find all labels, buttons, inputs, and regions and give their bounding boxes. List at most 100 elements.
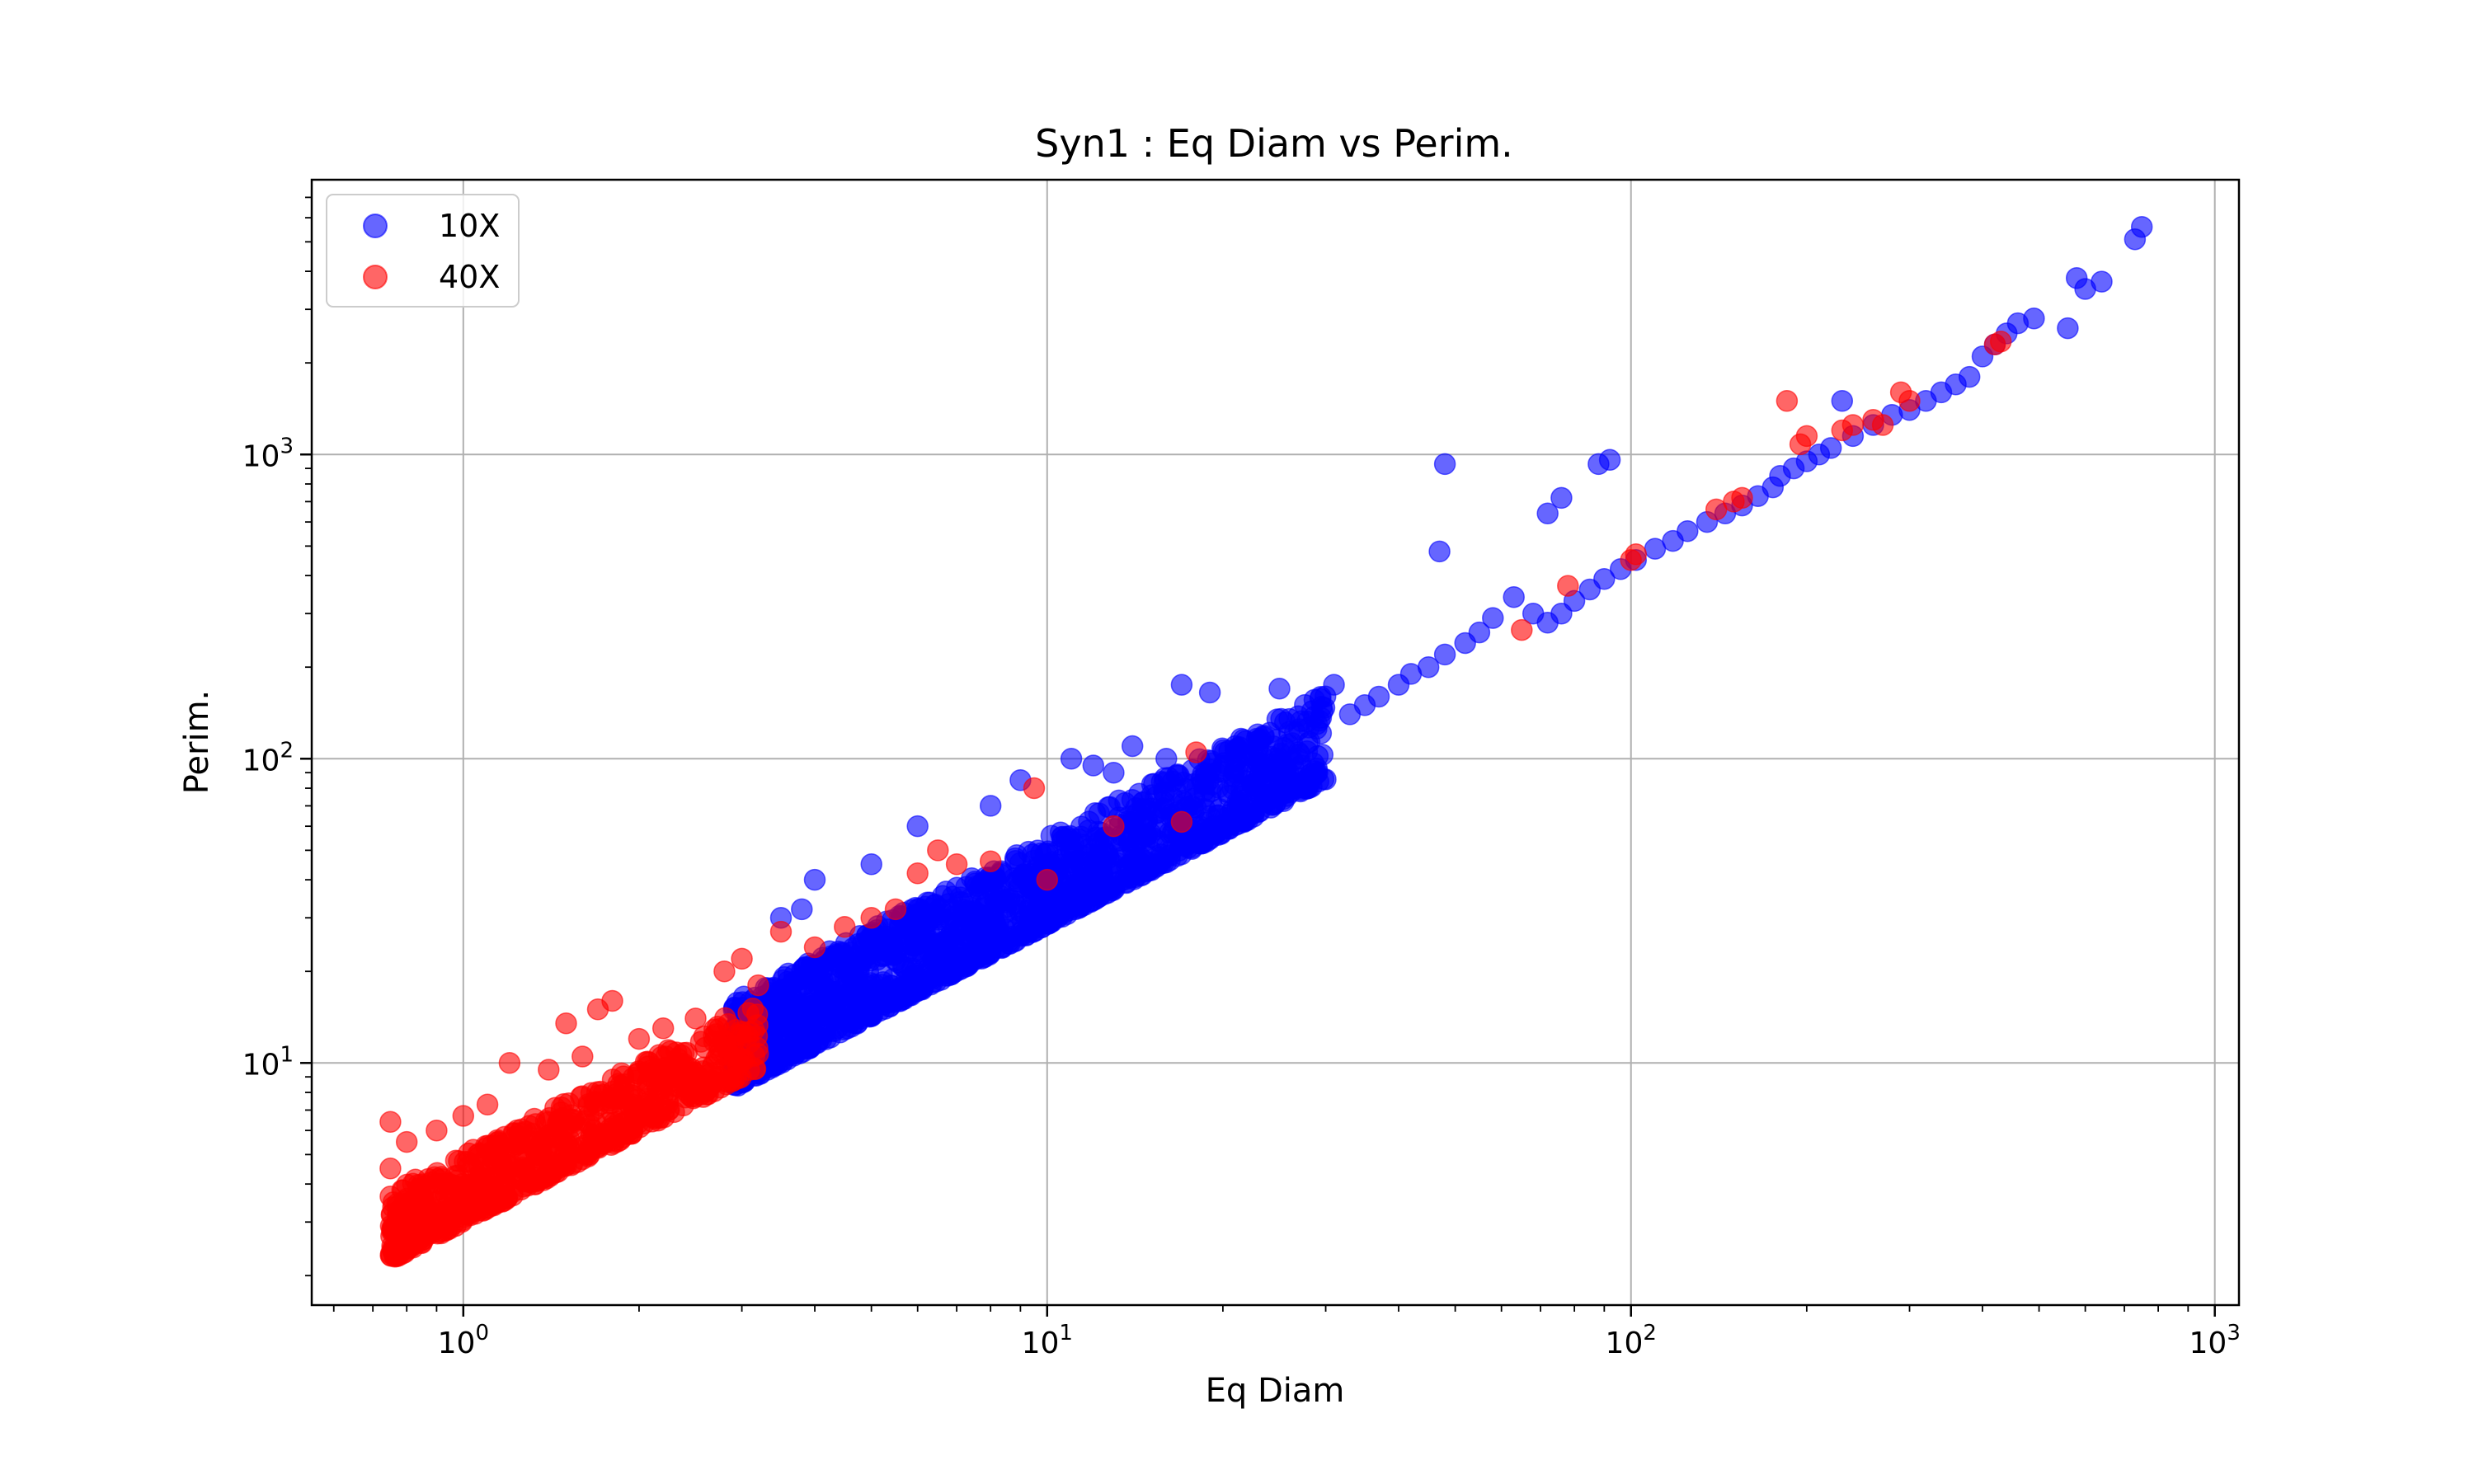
- point-40x: [745, 1025, 769, 1048]
- point-40x: [979, 850, 1002, 872]
- point-10x: [1263, 747, 1286, 770]
- point-10x: [1224, 735, 1247, 758]
- point-40x: [498, 1052, 521, 1074]
- point-40x: [1511, 618, 1533, 641]
- point-40x: [451, 1172, 474, 1195]
- point-40x: [471, 1169, 493, 1192]
- point-40x: [684, 1007, 707, 1030]
- x-tick-label-0: 100: [438, 1321, 489, 1360]
- point-10x: [1128, 822, 1150, 845]
- y-axis-ticks: 101 102 103: [242, 434, 312, 1082]
- point-40x: [1023, 777, 1046, 800]
- point-40x: [628, 1116, 651, 1139]
- point-40x: [1776, 390, 1799, 412]
- x-tick-label-2: 102: [1606, 1321, 1657, 1360]
- point-10x: [1061, 895, 1084, 917]
- legend-marker-40x: [363, 265, 388, 289]
- point-10x: [1088, 845, 1111, 868]
- point-40x: [945, 853, 968, 876]
- point-10x: [1287, 718, 1310, 740]
- chart-title: Syn1 : Eq Diam vs Perim.: [1035, 121, 1513, 166]
- point-10x: [934, 951, 957, 974]
- point-40x: [906, 862, 929, 885]
- y-tick-label-0: 101: [242, 1042, 294, 1082]
- point-40x: [622, 1067, 645, 1089]
- point-10x: [1146, 854, 1169, 876]
- point-40x: [489, 1189, 512, 1212]
- point-10x: [806, 1001, 829, 1024]
- point-40x: [1989, 331, 2012, 353]
- point-40x: [1170, 810, 1193, 834]
- point-10x: [860, 853, 882, 876]
- plot-frame: [310, 178, 2241, 1307]
- point-10x: [1146, 801, 1169, 824]
- point-40x: [1871, 414, 1894, 436]
- point-40x: [884, 898, 907, 921]
- point-10x: [1210, 822, 1233, 844]
- x-tick-label-1: 101: [1022, 1321, 1073, 1360]
- point-10x: [872, 986, 895, 1008]
- point-10x: [2057, 317, 2079, 340]
- point-40x: [582, 1125, 605, 1148]
- point-40x: [395, 1130, 418, 1153]
- point-40x: [452, 1105, 475, 1127]
- point-40x: [769, 920, 793, 943]
- minor-ticks: [305, 196, 2189, 1312]
- legend: 10X 40X: [326, 194, 520, 308]
- point-10x: [972, 871, 995, 894]
- point-40x: [1625, 543, 1648, 566]
- point-40x: [411, 1226, 433, 1249]
- point-40x: [712, 1030, 734, 1052]
- point-10x: [1598, 448, 1621, 472]
- point-10x: [1550, 486, 1573, 510]
- legend-label-10x: 10X: [439, 208, 500, 244]
- point-40x: [647, 1085, 670, 1107]
- point-10x: [830, 942, 854, 965]
- point-40x: [426, 1119, 448, 1142]
- point-10x: [1503, 585, 1525, 608]
- point-40x: [1036, 868, 1059, 891]
- point-10x: [1185, 831, 1207, 853]
- point-40x: [538, 1059, 560, 1081]
- point-40x: [601, 989, 623, 1012]
- point-10x: [1522, 602, 1545, 625]
- point-40x: [860, 906, 882, 929]
- point-40x: [731, 947, 753, 970]
- point-10x: [1060, 748, 1083, 770]
- point-10x: [1247, 729, 1270, 752]
- point-10x: [845, 1012, 868, 1035]
- point-10x: [1198, 681, 1221, 704]
- point-40x: [406, 1203, 428, 1226]
- point-40x: [1898, 390, 1921, 412]
- point-10x: [852, 932, 874, 955]
- point-10x: [892, 923, 915, 945]
- point-10x: [812, 970, 835, 993]
- point-10x: [1244, 777, 1268, 801]
- point-10x: [1012, 919, 1034, 942]
- point-40x: [1103, 815, 1125, 838]
- point-10x: [1170, 674, 1193, 696]
- point-10x: [804, 1032, 827, 1054]
- point-10x: [1387, 674, 1410, 696]
- legend-marker-10x: [363, 214, 388, 238]
- point-10x: [1121, 788, 1144, 811]
- series-40x: [379, 331, 2012, 1268]
- point-10x: [1070, 868, 1093, 890]
- point-40x: [648, 1044, 670, 1066]
- point-40x: [618, 1095, 642, 1117]
- point-10x: [1272, 790, 1295, 813]
- point-10x: [1082, 754, 1105, 777]
- point-10x: [2124, 228, 2147, 251]
- y-axis-title: Perim.: [178, 690, 216, 795]
- point-40x: [468, 1146, 490, 1168]
- point-40x: [587, 1084, 610, 1106]
- point-40x: [1795, 425, 1818, 448]
- point-40x: [1731, 486, 1753, 510]
- point-10x: [1482, 607, 1504, 629]
- point-40x: [444, 1214, 467, 1237]
- point-10x: [979, 795, 1002, 817]
- y-tick-label-2: 103: [242, 434, 294, 473]
- point-10x: [1029, 901, 1051, 924]
- point-10x: [1428, 540, 1451, 563]
